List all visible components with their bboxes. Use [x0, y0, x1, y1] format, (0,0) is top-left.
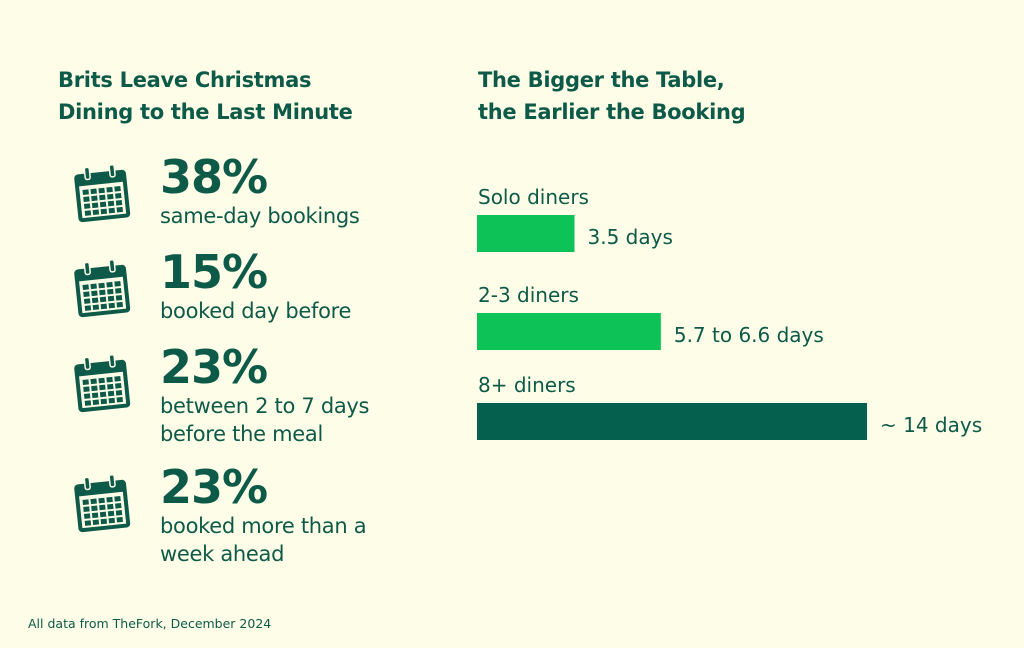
left-heading-line-1: Brits Leave Christmas: [58, 68, 312, 92]
calendar-icon: [70, 472, 134, 536]
stat-item: 15% booked day before: [70, 247, 450, 343]
left-heading: Brits Leave Christmas Dining to the Last…: [58, 64, 398, 128]
bar: [477, 313, 661, 350]
category-label: Solo diners: [478, 185, 589, 209]
stat-percent: 15%: [160, 245, 268, 299]
stat-description: between 2 to 7 days before the meal: [160, 392, 460, 448]
stat-description-line: between 2 to 7 days: [160, 394, 370, 418]
calendar-icon: [70, 352, 134, 416]
value-label: ~ 14 days: [880, 413, 982, 437]
value-label: 5.7 to 6.6 days: [674, 323, 824, 347]
left-heading-line-2: Dining to the Last Minute: [58, 100, 353, 124]
stat-description: same-day bookings: [160, 202, 460, 230]
category-label: 2-3 diners: [478, 283, 579, 307]
category-label: 8+ diners: [478, 373, 576, 397]
bar: [477, 215, 575, 252]
stat-item: 38% same-day bookings: [70, 152, 450, 248]
stat-description-line: booked more than a: [160, 514, 367, 538]
calendar-icon: [70, 257, 134, 321]
stat-percent: 23%: [160, 340, 268, 394]
stat-percent: 23%: [160, 460, 268, 514]
chart-title-line-1: The Bigger the Table,: [478, 68, 725, 92]
calendar-icon: [70, 162, 134, 226]
stat-percent: 38%: [160, 150, 268, 204]
stat-item: 23% booked more than a week ahead: [70, 462, 450, 566]
value-label: 3.5 days: [588, 225, 673, 249]
bar-chart: Solo diners 3.5 days 2-3 diners 5.7 to 6.6 …: [477, 185, 982, 440]
bar: [477, 403, 867, 440]
stat-description-line: week ahead: [160, 542, 285, 566]
stat-description-line: booked day before: [160, 299, 352, 323]
chart-title-line-2: the Earlier the Booking: [478, 100, 746, 124]
stat-description-line: same-day bookings: [160, 204, 360, 228]
chart-title: The Bigger the Table, the Earlier the Bo…: [478, 64, 818, 128]
footer-source: All data from TheFork, December 2024: [28, 616, 272, 631]
stat-description: booked more than a week ahead: [160, 512, 460, 568]
stat-description-line: before the meal: [160, 422, 323, 446]
stat-description: booked day before: [160, 297, 460, 325]
stat-item: 23% between 2 to 7 days before the meal: [70, 342, 450, 446]
